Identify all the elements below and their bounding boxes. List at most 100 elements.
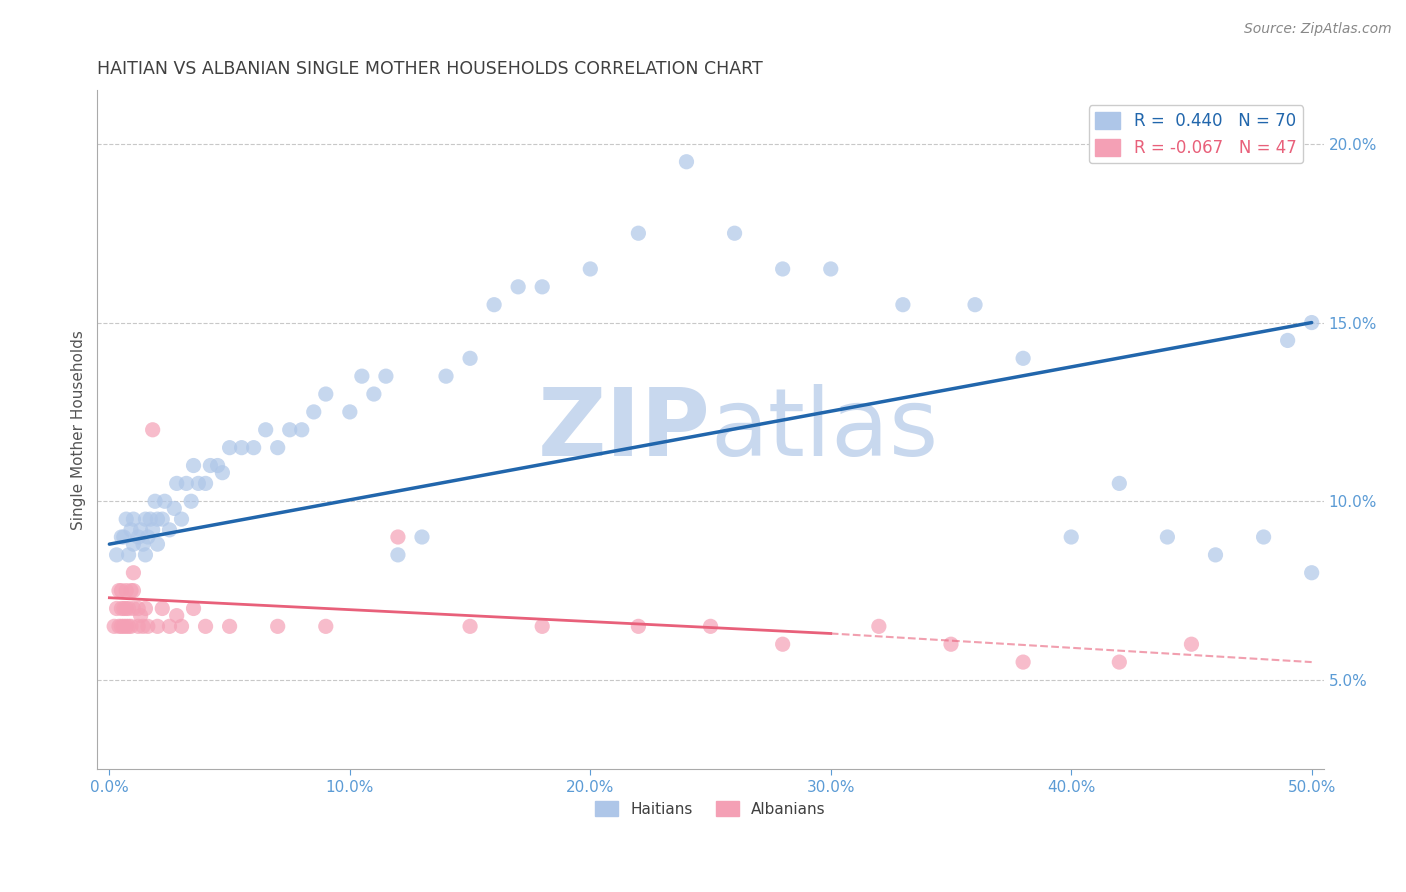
Point <box>1205 548 1227 562</box>
Point <box>231 441 253 455</box>
Point <box>112 619 135 633</box>
Point <box>127 601 149 615</box>
Point <box>1108 655 1130 669</box>
Point <box>291 423 314 437</box>
Point <box>122 566 145 580</box>
Point <box>1108 476 1130 491</box>
Point <box>363 387 385 401</box>
Point <box>434 369 457 384</box>
Point <box>458 351 481 366</box>
Point <box>122 537 145 551</box>
Text: HAITIAN VS ALBANIAN SINGLE MOTHER HOUSEHOLDS CORRELATION CHART: HAITIAN VS ALBANIAN SINGLE MOTHER HOUSEH… <box>97 60 763 78</box>
Point <box>723 226 745 240</box>
Point <box>963 298 986 312</box>
Point <box>772 262 794 277</box>
Point <box>170 619 193 633</box>
Point <box>411 530 433 544</box>
Point <box>891 298 914 312</box>
Point <box>136 530 159 544</box>
Point <box>242 441 264 455</box>
Point <box>820 262 842 277</box>
Point <box>159 619 181 633</box>
Point <box>374 369 396 384</box>
Point <box>146 512 169 526</box>
Point <box>278 423 301 437</box>
Point <box>115 583 138 598</box>
Point <box>150 512 173 526</box>
Point <box>163 501 186 516</box>
Point <box>129 608 152 623</box>
Point <box>1277 334 1299 348</box>
Point <box>136 619 159 633</box>
Point <box>117 548 139 562</box>
Point <box>387 530 409 544</box>
Point <box>1012 655 1035 669</box>
Point <box>105 548 128 562</box>
Point <box>267 441 290 455</box>
Point <box>103 619 125 633</box>
Point <box>146 537 169 551</box>
Point <box>531 619 554 633</box>
Point <box>350 369 373 384</box>
Point <box>315 619 337 633</box>
Point <box>699 619 721 633</box>
Point <box>183 458 205 473</box>
Point <box>1301 566 1323 580</box>
Point <box>1253 530 1275 544</box>
Point <box>108 619 131 633</box>
Point <box>482 298 505 312</box>
Point <box>122 583 145 598</box>
Point <box>194 619 217 633</box>
Point <box>127 530 149 544</box>
Point <box>200 458 222 473</box>
Point <box>134 512 156 526</box>
Text: atlas: atlas <box>710 384 939 475</box>
Point <box>134 601 156 615</box>
Point <box>675 154 697 169</box>
Point <box>166 608 188 623</box>
Point <box>127 619 149 633</box>
Point <box>579 262 602 277</box>
Point <box>267 619 290 633</box>
Point <box>1301 316 1323 330</box>
Point <box>387 548 409 562</box>
Point <box>117 619 139 633</box>
Point <box>142 423 165 437</box>
Point <box>170 512 193 526</box>
Point <box>302 405 325 419</box>
Point <box>187 476 209 491</box>
Point <box>159 523 181 537</box>
Point <box>139 512 162 526</box>
Point <box>211 466 233 480</box>
Point <box>112 530 135 544</box>
Point <box>142 523 165 537</box>
Point <box>122 512 145 526</box>
Point <box>117 601 139 615</box>
Point <box>120 619 142 633</box>
Point <box>868 619 890 633</box>
Point <box>110 583 132 598</box>
Point <box>1060 530 1083 544</box>
Point <box>339 405 361 419</box>
Point <box>218 441 240 455</box>
Point <box>143 494 166 508</box>
Point <box>115 512 138 526</box>
Point <box>531 280 554 294</box>
Point <box>129 523 152 537</box>
Legend: Haitians, Albanians: Haitians, Albanians <box>589 795 832 822</box>
Point <box>146 619 169 633</box>
Point <box>115 601 138 615</box>
Point <box>939 637 962 651</box>
Text: Source: ZipAtlas.com: Source: ZipAtlas.com <box>1244 22 1392 37</box>
Point <box>108 583 131 598</box>
Point <box>508 280 530 294</box>
Point <box>772 637 794 651</box>
Text: ZIP: ZIP <box>537 384 710 475</box>
Point <box>112 601 135 615</box>
Point <box>458 619 481 633</box>
Point <box>120 583 142 598</box>
Point <box>1012 351 1035 366</box>
Point <box>315 387 337 401</box>
Point <box>207 458 229 473</box>
Point <box>153 494 176 508</box>
